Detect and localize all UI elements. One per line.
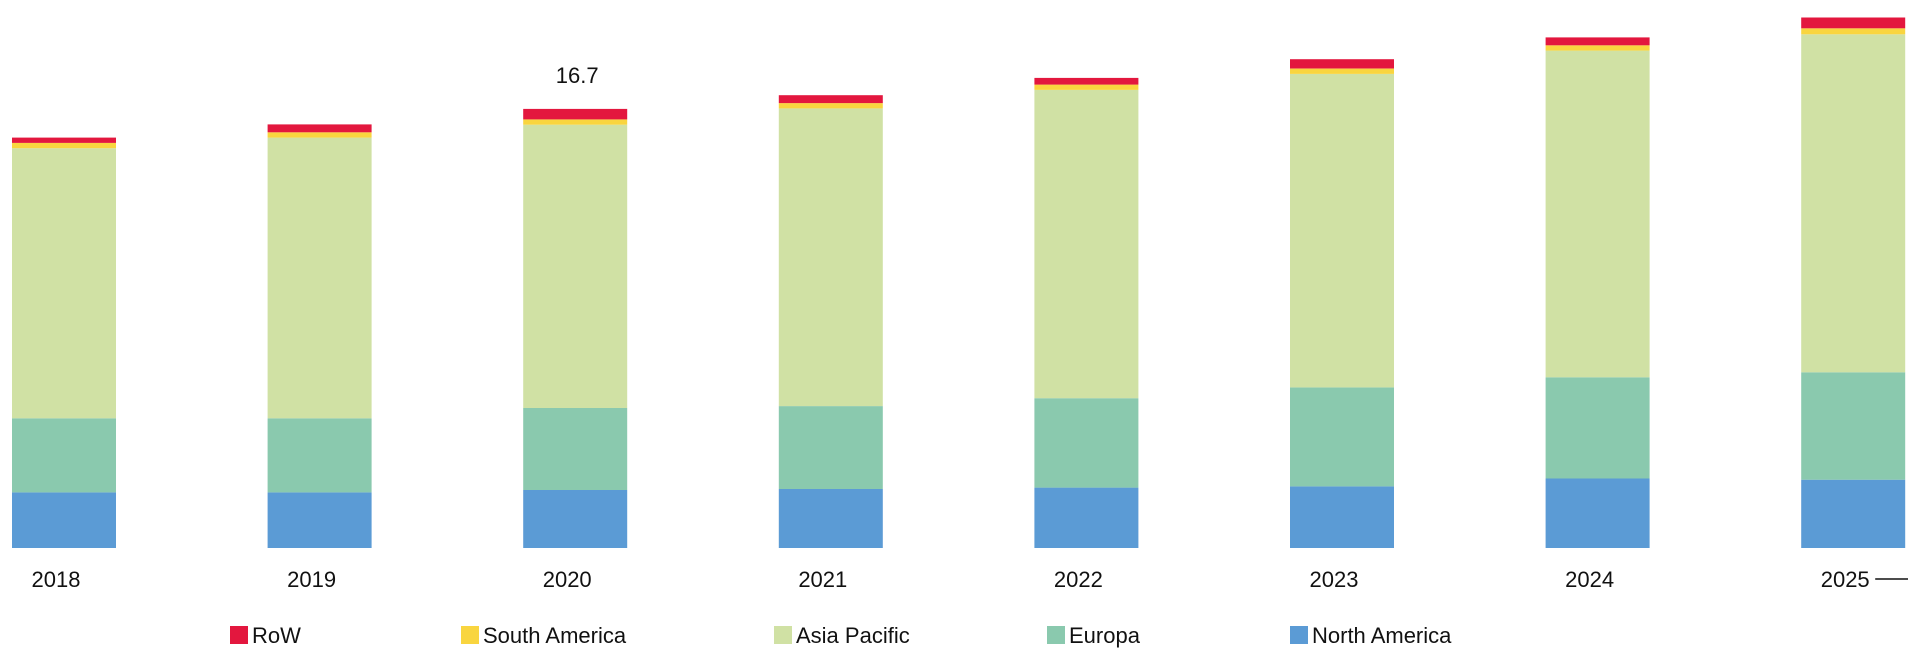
bar-2023-asia-pacific xyxy=(1290,73,1394,388)
legend-item-north-america: North America xyxy=(1290,623,1452,648)
bar-2024-south-america xyxy=(1545,45,1650,51)
legend-label: Europa xyxy=(1069,623,1141,648)
bar-2020-europa xyxy=(523,408,628,490)
bar-2023-europa xyxy=(1290,387,1394,487)
bar-2018-south-america xyxy=(12,142,116,149)
bar-2025-north-america xyxy=(1801,479,1906,548)
bar-2022-north-america xyxy=(1034,487,1139,548)
bar-2025-europa xyxy=(1801,372,1906,480)
legend-label: RoW xyxy=(252,623,301,648)
bar-2019-row xyxy=(267,124,372,133)
totals-layer: 16.720.4 xyxy=(556,63,599,88)
legend-swatch xyxy=(230,626,248,644)
bar-2019-north-america xyxy=(267,492,372,548)
legend: RoW South America Asia Pacific Europa North … xyxy=(230,623,1452,648)
bars-layer xyxy=(12,17,1906,548)
bar-2020-south-america xyxy=(523,119,628,125)
x-tick-label: 2024 xyxy=(1565,567,1614,592)
bar-2022-asia-pacific xyxy=(1034,89,1139,399)
bar-2018-europa xyxy=(12,418,116,493)
bar-2025-south-america xyxy=(1801,28,1906,35)
legend-swatch xyxy=(1047,626,1065,644)
bar-2021-south-america xyxy=(778,103,883,109)
bar-2020-row xyxy=(523,108,628,120)
bar-2024-north-america xyxy=(1545,478,1650,548)
bar-2021-north-america xyxy=(778,489,883,548)
bar-2021-europa xyxy=(778,406,883,489)
bar-2018-row xyxy=(12,137,116,143)
x-tick-label: 2021 xyxy=(798,567,847,592)
bar-2022-row xyxy=(1034,77,1139,85)
x-tick-label: 2020 xyxy=(543,567,592,592)
bar-2024-asia-pacific xyxy=(1545,50,1650,378)
bar-2024-row xyxy=(1545,37,1650,46)
total-label-2020: 16.7 xyxy=(556,63,599,88)
x-tick-label: 2019 xyxy=(287,567,336,592)
bar-2023-row xyxy=(1290,59,1394,69)
bar-2018-asia-pacific xyxy=(12,148,116,419)
bar-2024-europa xyxy=(1545,377,1650,479)
legend-label: North America xyxy=(1312,623,1452,648)
x-axis-ticks: 2018 2019 2020 2021 2022 2023 2024 2025 xyxy=(32,567,1870,592)
legend-swatch xyxy=(774,626,792,644)
bar-2022-south-america xyxy=(1034,84,1139,90)
x-tick-label: 2022 xyxy=(1054,567,1103,592)
bar-2021-row xyxy=(778,95,883,104)
legend-label: Asia Pacific xyxy=(796,623,910,648)
bar-2020-north-america xyxy=(523,490,628,548)
x-axis-arrow xyxy=(1875,578,1908,580)
x-tick-label: 2023 xyxy=(1310,567,1359,592)
legend-swatch xyxy=(461,626,479,644)
legend-label: South America xyxy=(483,623,627,648)
bar-2025-asia-pacific xyxy=(1801,34,1906,373)
bar-2019-europa xyxy=(267,418,372,493)
legend-item-row: RoW xyxy=(230,623,301,648)
x-tick-label: 2018 xyxy=(32,567,81,592)
bar-2022-europa xyxy=(1034,398,1139,488)
legend-swatch xyxy=(1290,626,1308,644)
bar-2023-south-america xyxy=(1290,68,1394,74)
bar-2020-asia-pacific xyxy=(523,124,628,408)
bar-2025-row xyxy=(1801,17,1906,29)
legend-item-europa: Europa xyxy=(1047,623,1141,648)
bar-2018-north-america xyxy=(12,492,116,548)
bar-2021-asia-pacific xyxy=(778,108,883,407)
x-tick-label: 2025 xyxy=(1821,567,1870,592)
legend-item-south-america: South America xyxy=(461,623,627,648)
legend-item-asia-pacific: Asia Pacific xyxy=(774,623,910,648)
bar-2023-north-america xyxy=(1290,486,1394,548)
bar-2019-asia-pacific xyxy=(267,137,372,419)
bar-2019-south-america xyxy=(267,132,372,138)
